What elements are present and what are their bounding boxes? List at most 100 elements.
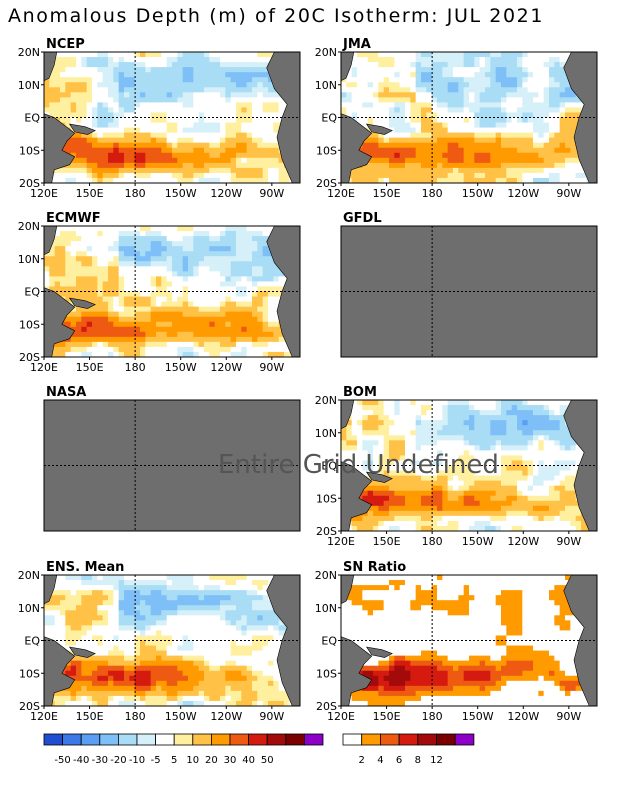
heatmap-cell bbox=[145, 97, 152, 103]
heatmap-cell bbox=[554, 147, 561, 154]
heatmap-cell bbox=[517, 57, 523, 63]
heatmap-cell bbox=[97, 117, 104, 123]
heatmap-cell bbox=[124, 112, 130, 118]
heatmap-cell bbox=[204, 102, 210, 108]
heatmap-cell bbox=[230, 271, 237, 277]
heatmap-cell bbox=[92, 346, 98, 353]
heatmap-cell bbox=[543, 460, 550, 466]
heatmap-cell bbox=[182, 341, 189, 348]
heatmap-cell bbox=[214, 271, 221, 277]
heatmap-cell bbox=[506, 430, 513, 436]
heatmap-cell bbox=[134, 52, 141, 58]
heatmap-cell bbox=[394, 435, 401, 441]
heatmap-cell bbox=[458, 67, 465, 73]
heatmap-cell bbox=[383, 102, 390, 108]
heatmap-cell bbox=[113, 321, 120, 328]
heatmap-cell bbox=[373, 122, 379, 128]
heatmap-cell bbox=[559, 152, 566, 159]
heatmap-cell bbox=[383, 400, 390, 406]
heatmap-cell bbox=[378, 167, 385, 174]
heatmap-cell bbox=[431, 475, 438, 482]
heatmap-cell bbox=[204, 172, 210, 179]
heatmap-cell bbox=[479, 127, 486, 134]
heatmap-cell bbox=[394, 82, 401, 88]
heatmap-cell bbox=[378, 415, 385, 421]
heatmap-cell bbox=[378, 172, 385, 179]
heatmap-cell bbox=[140, 346, 146, 353]
heatmap-cell bbox=[522, 430, 529, 436]
heatmap-cell bbox=[511, 127, 518, 134]
heatmap-cell bbox=[257, 72, 264, 78]
heatmap-cell bbox=[538, 142, 545, 149]
heatmap-cell bbox=[172, 311, 178, 318]
heatmap-cell bbox=[156, 92, 162, 98]
heatmap-cell bbox=[252, 261, 258, 267]
heatmap-cell bbox=[394, 490, 401, 497]
heatmap-cell bbox=[405, 177, 411, 184]
heatmap-cell bbox=[134, 251, 141, 257]
heatmap-cell bbox=[252, 57, 258, 63]
heatmap-cell bbox=[76, 306, 82, 313]
heatmap-cell bbox=[495, 162, 502, 169]
heatmap-cell bbox=[469, 167, 475, 174]
heatmap-cell bbox=[54, 82, 61, 88]
heatmap-cell bbox=[156, 52, 162, 58]
heatmap-cell bbox=[193, 107, 200, 113]
heatmap-cell bbox=[230, 82, 237, 88]
heatmap-cell bbox=[442, 142, 449, 149]
heatmap-cell bbox=[517, 142, 523, 149]
heatmap-cell bbox=[220, 296, 226, 302]
heatmap-cell bbox=[351, 112, 358, 118]
heatmap-cell bbox=[543, 490, 550, 497]
heatmap-cell bbox=[214, 306, 221, 313]
heatmap-cell bbox=[543, 147, 550, 154]
heatmap-cell bbox=[156, 311, 162, 318]
heatmap-cell bbox=[230, 311, 237, 318]
heatmap-cell bbox=[463, 52, 470, 58]
heatmap-cell bbox=[495, 147, 502, 154]
heatmap-cell bbox=[166, 152, 173, 159]
heatmap-cell bbox=[214, 336, 221, 343]
heatmap-cell bbox=[554, 405, 561, 411]
heatmap-cell bbox=[230, 256, 237, 262]
heatmap-cell bbox=[357, 400, 363, 406]
heatmap-cell bbox=[54, 231, 61, 237]
heatmap-cell bbox=[389, 167, 395, 174]
heatmap-cell bbox=[469, 495, 475, 502]
heatmap-cell bbox=[188, 281, 194, 287]
heatmap-cell bbox=[257, 112, 264, 118]
heatmap-cell bbox=[172, 296, 178, 302]
heatmap-cell bbox=[70, 316, 77, 323]
heatmap-cell bbox=[97, 306, 104, 313]
heatmap-cell bbox=[421, 127, 427, 134]
heatmap-cell bbox=[490, 107, 497, 113]
heatmap-cell bbox=[166, 92, 173, 98]
heatmap-cell bbox=[134, 117, 141, 123]
heatmap-cell bbox=[273, 331, 280, 338]
heatmap-cell bbox=[458, 92, 465, 98]
heatmap-cell bbox=[415, 485, 422, 492]
heatmap-cell bbox=[501, 435, 507, 441]
heatmap-cell bbox=[431, 525, 438, 532]
heatmap-cell bbox=[92, 112, 98, 118]
heatmap-cell bbox=[405, 72, 411, 78]
heatmap-cell bbox=[172, 97, 178, 103]
heatmap-cell bbox=[501, 57, 507, 63]
heatmap-cell bbox=[533, 525, 539, 532]
heatmap-cell bbox=[474, 450, 481, 456]
heatmap-cell bbox=[458, 480, 465, 487]
heatmap-cell bbox=[538, 117, 545, 123]
heatmap-cell bbox=[108, 311, 114, 318]
heatmap-cell bbox=[225, 142, 232, 149]
heatmap-cell bbox=[97, 241, 104, 247]
heatmap-cell bbox=[156, 326, 162, 333]
heatmap-cell bbox=[118, 271, 125, 277]
heatmap-cell bbox=[554, 435, 561, 441]
heatmap-cell bbox=[383, 405, 390, 411]
heatmap-cell bbox=[522, 495, 529, 502]
heatmap-cell bbox=[554, 67, 561, 73]
heatmap-cell bbox=[172, 276, 178, 282]
heatmap-cell bbox=[214, 241, 221, 247]
heatmap-cell bbox=[442, 87, 449, 93]
